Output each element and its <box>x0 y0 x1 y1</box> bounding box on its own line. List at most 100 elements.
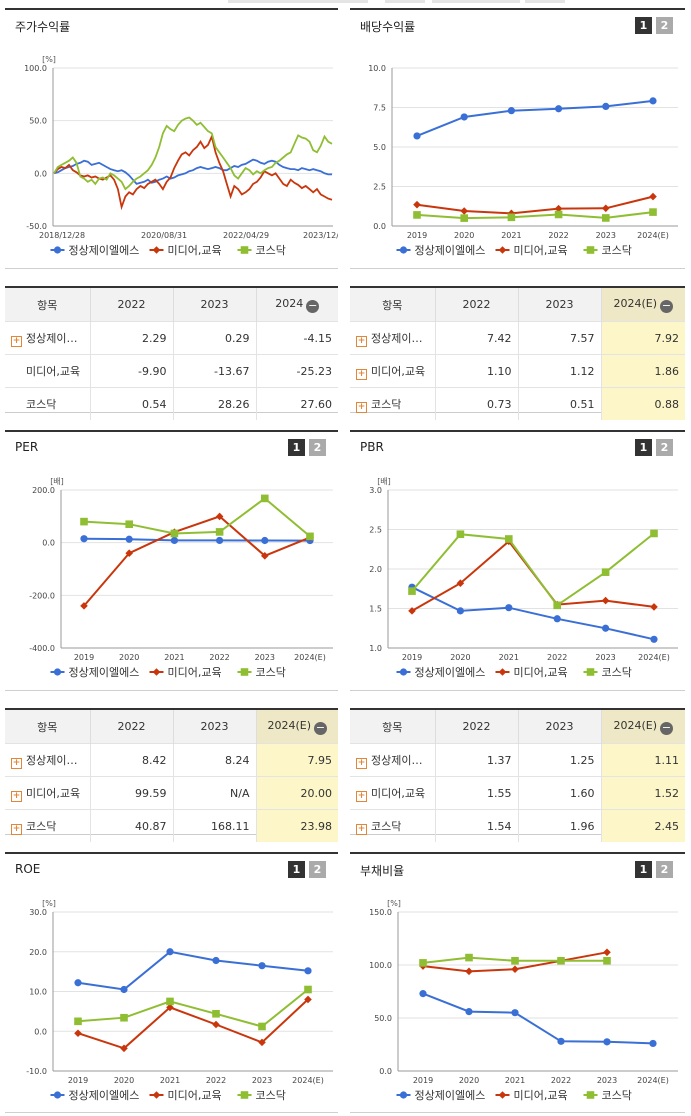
series-line-s1 <box>53 158 332 185</box>
dividend-table-box: 항목 2022 2023 2024(E) − + 정상제이… 7.42 7.57 7.92 + 미디어… <box>350 286 685 420</box>
view-1-button[interactable]: 1 <box>288 861 305 878</box>
view-2-button[interactable]: 2 <box>656 439 673 456</box>
header-label: 2024 <box>275 296 304 310</box>
data-point <box>465 967 473 976</box>
tab-remnant[interactable] <box>228 0 368 3</box>
series-line-s2 <box>411 539 655 612</box>
header-year: 2022 <box>434 288 518 322</box>
row-name: 미디어,교육 <box>371 786 426 800</box>
x-tick-label: 2020 <box>114 1076 134 1085</box>
header-label: 2023 <box>545 298 574 311</box>
data-point <box>649 1039 657 1048</box>
expand-plus-icon[interactable]: + <box>11 757 22 769</box>
data-point <box>602 204 610 213</box>
view-1-button[interactable]: 1 <box>635 17 652 34</box>
header-label: 2022 <box>117 720 146 733</box>
data-point <box>212 1020 220 1029</box>
series-line-s2 <box>83 515 311 607</box>
collapse-minus-icon[interactable]: − <box>314 720 328 735</box>
row-name-cell: + 정상제이… <box>350 743 435 777</box>
collapse-minus-icon[interactable]: − <box>660 298 674 313</box>
series-line-s1 <box>83 537 311 542</box>
data-point <box>261 552 269 560</box>
view-2-button[interactable]: 2 <box>656 17 673 34</box>
table-row: 코스닥 0.54 28.26 27.60 <box>5 387 338 420</box>
tab-remnant[interactable] <box>525 0 565 3</box>
x-tick-label: 2022 <box>551 1076 571 1085</box>
value-cell: 1.96 <box>517 809 601 842</box>
tab-remnant[interactable] <box>385 0 425 3</box>
tab-remnant[interactable] <box>432 0 520 3</box>
row-name-cell: + 미디어,교육 <box>350 354 435 388</box>
expand-plus-icon[interactable]: + <box>356 335 367 347</box>
header-label: 2023 <box>200 298 229 311</box>
row-name-cell: + 미디어,교육 <box>5 776 90 810</box>
legend-label-s2: 미디어,교육 <box>168 244 222 257</box>
data-point <box>125 549 133 557</box>
data-point <box>553 601 561 610</box>
expand-plus-icon[interactable]: + <box>356 368 367 380</box>
data-point <box>650 529 658 538</box>
view-2-button[interactable]: 2 <box>656 861 673 878</box>
value-cell: 1.54 <box>434 809 518 842</box>
x-tick-label: 2022/04/29 <box>223 231 269 240</box>
data-point <box>603 956 611 965</box>
data-point <box>53 1091 62 1099</box>
series-line-s3 <box>83 497 311 538</box>
view-1-button[interactable]: 1 <box>288 439 305 456</box>
expand-plus-icon[interactable]: + <box>356 401 367 413</box>
x-tick-label: 2020 <box>454 231 474 240</box>
data-point <box>456 530 465 539</box>
expand-plus-icon[interactable]: + <box>11 823 22 835</box>
y-unit-label: [%] <box>42 899 56 908</box>
expand-plus-icon[interactable]: + <box>11 790 22 802</box>
data-point <box>555 105 563 113</box>
value-cell: 0.29 <box>172 321 256 355</box>
data-point <box>216 536 224 545</box>
panel-title: 부채비율 <box>360 864 405 878</box>
value-cell: -4.15 <box>255 321 338 355</box>
view-2-button[interactable]: 2 <box>309 861 326 878</box>
row-name: 정상제이… <box>26 753 78 767</box>
data-point <box>152 246 161 254</box>
x-tick-label: 2019 <box>402 653 422 662</box>
header-label: 2022 <box>462 720 491 733</box>
value-cell: -9.90 <box>89 354 173 388</box>
y-tick-label: 100.0 <box>369 961 392 970</box>
y-tick-label: 3.0 <box>369 486 382 495</box>
expand-plus-icon[interactable]: + <box>356 790 367 802</box>
series-line-s2 <box>416 195 654 215</box>
series-line-s2 <box>77 998 309 1050</box>
expand-plus-icon[interactable]: + <box>11 335 22 347</box>
row-name-cell: + 정상제이… <box>5 321 90 355</box>
legend-label-s1: 정상제이엘에스 <box>415 244 486 257</box>
header-year: 2024(E) − <box>600 710 685 744</box>
data-point <box>170 529 179 538</box>
x-tick-label: 2019 <box>407 231 427 240</box>
header-year: 2022 <box>89 710 173 744</box>
collapse-minus-icon[interactable]: − <box>306 298 320 313</box>
header-year: 2023 <box>517 288 601 322</box>
table-row: + 정상제이… 8.42 8.24 7.95 <box>5 743 338 777</box>
per-chart: [배]200.0 0.0 -200.0 -400.0 2019 2020 2021 2022 2… <box>29 477 333 679</box>
x-tick-label: 2023 <box>596 231 616 240</box>
expand-plus-icon[interactable]: + <box>356 823 367 835</box>
view-2-button[interactable]: 2 <box>309 439 326 456</box>
y-tick-label: -50.0 <box>26 222 47 231</box>
pbr-table: 항목 2022 2023 2024(E) − + 정상제이… 1.37 1.25 1.11 + 미디어… <box>350 710 685 842</box>
chart-legend: 정상제이엘에스 미디어,교육 코스닥 <box>50 244 286 257</box>
data-point <box>419 990 427 998</box>
header-year: 2022 <box>434 710 518 744</box>
data-point <box>553 615 561 623</box>
view-1-button[interactable]: 1 <box>635 861 652 878</box>
data-point <box>601 568 610 576</box>
pbr-table-box: 항목 2022 2023 2024(E) − + 정상제이… 1.37 1.25 1.11 + 미디어… <box>350 708 685 842</box>
stock-return-panel: 주가수익률 [%] 100.0 50.0 0.0 -50.0 2018/12/28 2020… <box>5 8 349 269</box>
collapse-minus-icon[interactable]: − <box>660 720 674 735</box>
data-point <box>456 607 464 615</box>
header-item: 항목 <box>350 710 435 744</box>
expand-plus-icon[interactable]: + <box>356 757 367 769</box>
x-tick-label: 2020 <box>459 1076 479 1085</box>
view-1-button[interactable]: 1 <box>635 439 652 456</box>
